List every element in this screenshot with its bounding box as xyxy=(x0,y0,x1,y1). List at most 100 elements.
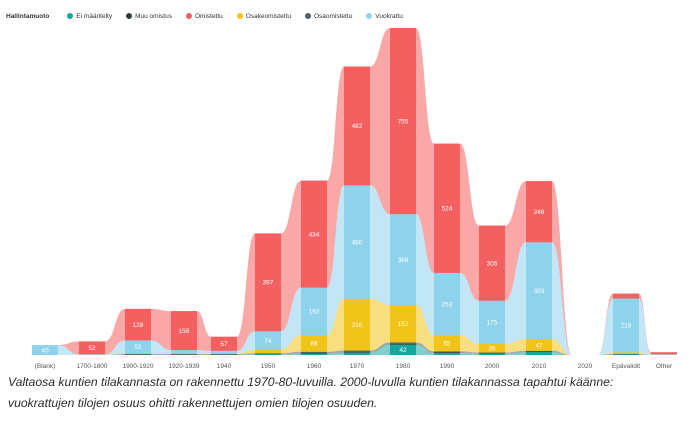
bar-vuokrattu-8[interactable] xyxy=(390,214,416,305)
bar-ei-m-ritelty-6[interactable] xyxy=(301,353,327,355)
bar-vuokrattu-14[interactable] xyxy=(651,354,677,355)
bar-omistettu-13[interactable] xyxy=(613,293,639,299)
bar-vuokrattu-11[interactable] xyxy=(526,242,552,340)
bar-ei-m-ritelty-8[interactable] xyxy=(390,344,416,355)
x-tick-label: 1940 xyxy=(217,363,232,370)
data-label: 434 xyxy=(309,231,320,238)
data-label: 253 xyxy=(442,301,453,308)
bar-osakeomistettu-5[interactable] xyxy=(255,349,281,354)
bar-vuokrattu-5[interactable] xyxy=(255,331,281,350)
legend-swatch xyxy=(126,13,133,19)
data-label: 460 xyxy=(352,239,363,246)
x-tick-label: 1950 xyxy=(261,363,276,370)
data-label: 68 xyxy=(310,341,318,348)
legend-item-vuokrattu[interactable]: Vuokrattu xyxy=(366,13,403,20)
x-tick-label: 1900-1920 xyxy=(122,363,153,370)
data-label: 74 xyxy=(264,338,272,345)
bar-ei-m-ritelty-11[interactable] xyxy=(526,352,552,355)
data-label: 51 xyxy=(134,344,142,351)
bar-vuokrattu-3[interactable] xyxy=(171,350,197,354)
data-label: 305 xyxy=(487,260,498,267)
data-label: 175 xyxy=(487,320,498,327)
bar-vuokrattu-2[interactable] xyxy=(125,340,151,354)
data-label: 524 xyxy=(442,206,453,213)
bar-omistettu-5[interactable] xyxy=(255,233,281,332)
bar-vuokrattu-7[interactable] xyxy=(344,185,370,299)
bar-vuokrattu-9[interactable] xyxy=(434,272,460,336)
bar-osakeomistettu-11[interactable] xyxy=(526,339,552,351)
legend-swatch xyxy=(366,13,373,19)
bar-osakeomistettu-8[interactable] xyxy=(390,304,416,343)
data-label: 47 xyxy=(535,342,543,349)
legend-swatch xyxy=(236,13,243,19)
legend-item-osaomistettu[interactable]: Osaomistettu xyxy=(304,12,353,20)
bar-vuokrattu-4[interactable] xyxy=(211,350,237,354)
bar-osakeomistettu-3[interactable] xyxy=(171,353,197,355)
bar-ei-m-ritelty-9[interactable] xyxy=(434,353,460,355)
data-label: 482 xyxy=(352,123,363,130)
legend-swatch xyxy=(185,13,192,19)
bar-osakeomistettu-4[interactable] xyxy=(211,353,237,355)
bar-omistettu-14[interactable] xyxy=(651,352,677,355)
bar-osaomistettu-7[interactable] xyxy=(344,350,370,353)
x-tick-label: 1920-1939 xyxy=(168,363,199,370)
data-label: 42 xyxy=(399,347,407,354)
data-label: 393 xyxy=(534,288,545,295)
bar-vuokrattu-0[interactable] xyxy=(32,345,58,355)
bar-osakeomistettu-6[interactable] xyxy=(301,335,327,352)
legend-title: Hallintamuoto xyxy=(6,12,50,20)
bar-osaomistettu-10[interactable] xyxy=(479,352,505,354)
x-tick-label: 1990 xyxy=(440,363,455,370)
data-label: 210 xyxy=(352,322,363,329)
legend: Hallintamuoto Ei määritelty Muu omistus … xyxy=(6,9,417,23)
x-tick-label: 1960 xyxy=(307,363,322,370)
x-tick-label: Epävalidit xyxy=(612,363,640,370)
bar-omistettu-11[interactable] xyxy=(526,181,552,243)
bar-omistettu-8[interactable] xyxy=(390,28,416,215)
data-label: 218 xyxy=(621,323,632,330)
bar-vuokrattu-10[interactable] xyxy=(479,300,505,344)
bar-osakeomistettu-13[interactable] xyxy=(613,352,639,354)
bar-muu-omistus-8[interactable] xyxy=(390,343,416,345)
bar-osaomistettu-11[interactable] xyxy=(526,350,552,352)
bar-ei-m-ritelty-10[interactable] xyxy=(479,353,505,355)
bar-ei-m-ritelty-7[interactable] xyxy=(344,352,370,355)
data-label: 128 xyxy=(133,322,144,329)
legend-item-ei-maaritelty[interactable]: Ei määritelty xyxy=(67,13,112,20)
bar-vuokrattu-6[interactable] xyxy=(301,287,327,336)
bar-osakeomistettu-2[interactable] xyxy=(125,353,151,355)
legend-label: Osaomistettu xyxy=(313,12,353,20)
bar-osaomistettu-6[interactable] xyxy=(301,351,327,354)
bar-omistettu-10[interactable] xyxy=(479,225,505,301)
bar-omistettu-1[interactable] xyxy=(79,341,105,355)
x-tick-label: 1700-1800 xyxy=(76,363,107,370)
bar-omistettu-3[interactable] xyxy=(171,311,197,351)
data-label: 52 xyxy=(88,345,96,352)
bar-osakeomistettu-7[interactable] xyxy=(344,298,370,351)
legend-item-omistettu[interactable]: Omistettu xyxy=(185,13,223,20)
legend-label: Ei määritelty xyxy=(76,12,113,20)
bar-vuokrattu-13[interactable] xyxy=(613,298,639,353)
data-label: 755 xyxy=(398,118,409,125)
bar-omistettu-4[interactable] xyxy=(211,336,237,351)
legend-item-osakeomistettu[interactable]: Osakeomistettu xyxy=(236,13,291,20)
bar-omistettu-2[interactable] xyxy=(125,308,151,341)
data-label: 65 xyxy=(443,341,451,348)
bar-omistettu-7[interactable] xyxy=(344,66,370,186)
ribbon-chart: 40 52 128 51 158 57 397 74 434 192 68 482 460 210 755 3… xyxy=(32,28,677,370)
bar-osaomistettu-9[interactable] xyxy=(434,351,460,353)
bar-omistettu-9[interactable] xyxy=(434,143,460,273)
data-label: 158 xyxy=(179,328,190,335)
bar-osakeomistettu-9[interactable] xyxy=(434,335,460,352)
bar-osaomistettu-8[interactable] xyxy=(390,342,416,344)
data-label: 248 xyxy=(534,209,545,216)
caption-line-2: vuokrattujen tilojen osuus ohitti rakenn… xyxy=(8,396,378,410)
data-label: 35 xyxy=(488,346,496,353)
bar-osaomistettu-5[interactable] xyxy=(255,353,281,355)
legend-item-muu-omistus[interactable]: Muu omistus xyxy=(126,13,172,20)
bar-osakeomistettu-10[interactable] xyxy=(479,343,505,353)
bar-vuokrattu-1[interactable] xyxy=(79,354,105,355)
bar-omistettu-6[interactable] xyxy=(301,180,327,288)
bar-ei-m-ritelty-5[interactable] xyxy=(255,354,281,355)
data-label: 192 xyxy=(309,309,320,316)
